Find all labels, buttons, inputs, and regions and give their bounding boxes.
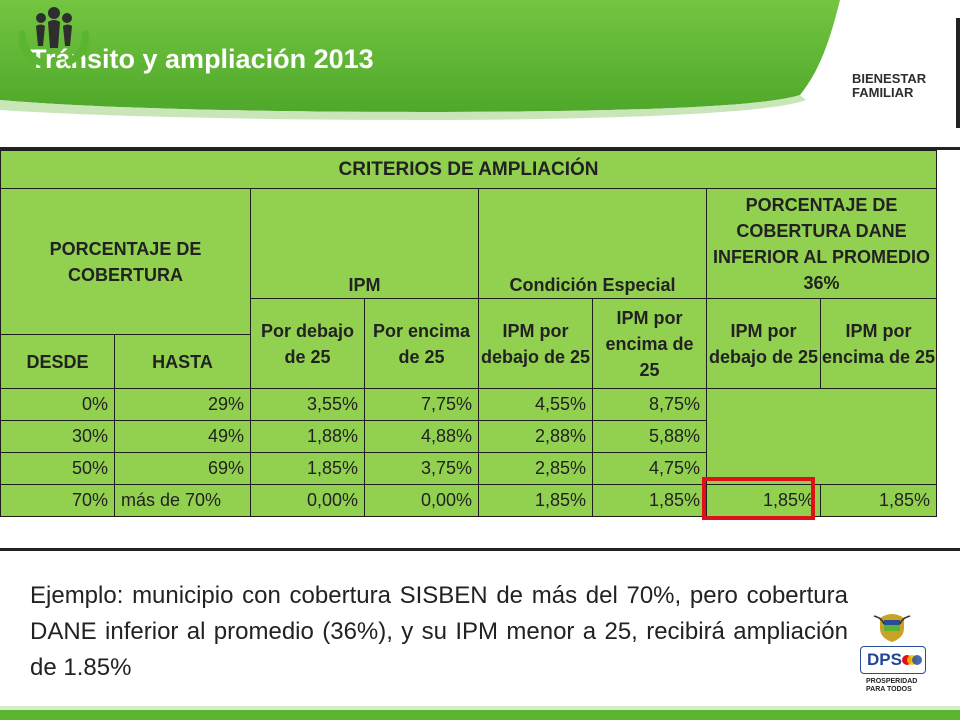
cell-ipm-below: 3,55% xyxy=(250,388,365,421)
cell-desde: 50% xyxy=(0,452,115,485)
header-coverage: PORCENTAJE DE COBERTURA xyxy=(0,188,251,335)
dps-tag-line-2: PARA TODOS xyxy=(866,686,912,693)
bienestar-familiar-logo xyxy=(18,7,90,66)
coat-of-arms-icon xyxy=(873,614,911,642)
highlight-box xyxy=(702,477,815,520)
cell-esp-above: 5,88% xyxy=(592,420,707,453)
cell-dane-above: 1,85% xyxy=(819,484,938,517)
cell-esp-above: 4,75% xyxy=(592,452,707,485)
sub-dane-below: IPM por debajo de 25 xyxy=(706,298,821,389)
sub-special-above: IPM por encima de 25 xyxy=(592,298,707,389)
header-special: Condición Especial xyxy=(478,188,707,299)
example-text: Ejemplo: municipio con cobertura SISBEN … xyxy=(30,582,848,681)
dps-letters: DPS xyxy=(867,650,902,669)
sub-ipm-below: Por debajo de 25 xyxy=(250,298,365,389)
cell-hasta: 49% xyxy=(114,420,251,453)
cell-hasta: 29% xyxy=(114,388,251,421)
cell-esp-below: 2,85% xyxy=(478,452,593,485)
header-ipm: IPM xyxy=(250,188,479,299)
table-row: 50% 69% 1,85% 3,75% 2,85% 4,75% xyxy=(0,452,937,485)
cell-esp-below: 2,88% xyxy=(478,420,593,453)
cell-ipm-above: 3,75% xyxy=(364,452,479,485)
cell-ipm-below: 0,00% xyxy=(250,484,365,517)
sub-desde: DESDE xyxy=(0,334,115,389)
criteria-table: CRITERIOS DE AMPLIACIÓN PORCENTAJE DE CO… xyxy=(0,150,938,517)
cell-esp-below: 4,55% xyxy=(478,388,593,421)
cell-esp-below: 1,85% xyxy=(478,484,593,517)
cell-dane-below: 1,85% xyxy=(706,484,821,517)
cell-ipm-above: 0,00% xyxy=(364,484,479,517)
table-row: 30% 49% 1,88% 4,88% 2,88% 5,88% xyxy=(0,420,937,453)
top-rule xyxy=(0,147,960,150)
table-row: 0% 29% 3,55% 7,75% 4,55% 8,75% xyxy=(0,388,938,485)
dps-box: DPS xyxy=(860,646,926,674)
bottom-strip xyxy=(0,706,960,720)
cell-desde: 70% xyxy=(0,484,115,517)
cell-ipm-above: 7,75% xyxy=(364,388,479,421)
cell-ipm-above: 4,88% xyxy=(364,420,479,453)
table-row: 70% más de 70% 0,00% 0,00% 1,85% 1,85% 1… xyxy=(0,484,938,517)
header-edge-bar xyxy=(956,18,960,128)
header-dane: PORCENTAJE DE COBERTURA DANE INFERIOR AL… xyxy=(705,188,938,299)
cell-ipm-below: 1,85% xyxy=(250,452,365,485)
sub-hasta: HASTA xyxy=(114,334,251,389)
cell-hasta: 69% xyxy=(114,452,251,485)
cell-dane-empty xyxy=(705,388,938,485)
table-title: CRITERIOS DE AMPLIACIÓN xyxy=(0,150,938,189)
bottom-rule xyxy=(0,548,960,551)
header-banner: Tránsito y ampliación 2013 BIENESTAR FAM… xyxy=(0,0,960,125)
sub-ipm-above: Por encima de 25 xyxy=(364,298,479,389)
sub-dane-above: IPM por encima de 25 xyxy=(819,298,938,389)
page-title: Tránsito y ampliación 2013 xyxy=(30,44,374,74)
cell-ipm-below: 1,88% xyxy=(250,420,365,453)
cell-esp-above: 8,75% xyxy=(592,388,707,421)
logo-line-2: FAMILIAR xyxy=(852,85,914,100)
dps-color-icon xyxy=(902,655,922,665)
sub-special-below: IPM por debajo de 25 xyxy=(478,298,593,389)
cell-esp-above: 1,85% xyxy=(592,484,707,517)
dps-tagline: PROSPERIDAD PARA TODOS xyxy=(866,678,917,694)
banner-shape xyxy=(0,0,840,120)
logo-line-1: BIENESTAR xyxy=(852,71,927,86)
cell-desde: 30% xyxy=(0,420,115,453)
dps-tag-line-1: PROSPERIDAD xyxy=(866,678,918,685)
cell-hasta: más de 70% xyxy=(114,484,251,517)
dps-logo: DPS PROSPERIDAD PARA TODOS xyxy=(858,612,938,702)
logo-text: BIENESTAR FAMILIAR xyxy=(852,72,932,100)
cell-desde: 0% xyxy=(0,388,115,421)
